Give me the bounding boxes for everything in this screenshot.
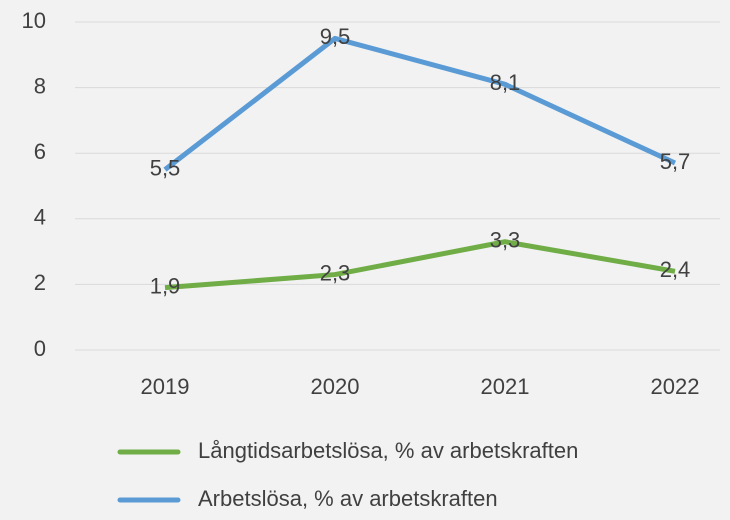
data-label: 5,5 xyxy=(150,155,181,180)
data-label: 9,5 xyxy=(320,24,351,49)
data-label: 8,1 xyxy=(490,70,521,95)
y-tick-label: 10 xyxy=(22,8,46,33)
y-tick-label: 4 xyxy=(34,205,46,230)
x-tick-label: 2022 xyxy=(651,374,700,399)
data-label: 2,4 xyxy=(660,257,691,282)
data-label: 3,3 xyxy=(490,228,521,253)
data-label: 5,7 xyxy=(660,149,691,174)
data-label: 1,9 xyxy=(150,273,181,298)
data-label: 2,3 xyxy=(320,260,351,285)
x-tick-label: 2020 xyxy=(311,374,360,399)
y-tick-label: 6 xyxy=(34,139,46,164)
legend-label: Långtidsarbetslösa, % av arbetskraften xyxy=(198,438,578,463)
y-tick-label: 8 xyxy=(34,73,46,98)
x-tick-label: 2019 xyxy=(141,374,190,399)
series-line xyxy=(164,239,676,291)
y-tick-label: 0 xyxy=(34,336,46,361)
y-tick-label: 2 xyxy=(34,270,46,295)
series-line xyxy=(163,35,677,172)
legend-label: Arbetslösa, % av arbetskraften xyxy=(198,486,498,511)
x-tick-label: 2021 xyxy=(481,374,530,399)
